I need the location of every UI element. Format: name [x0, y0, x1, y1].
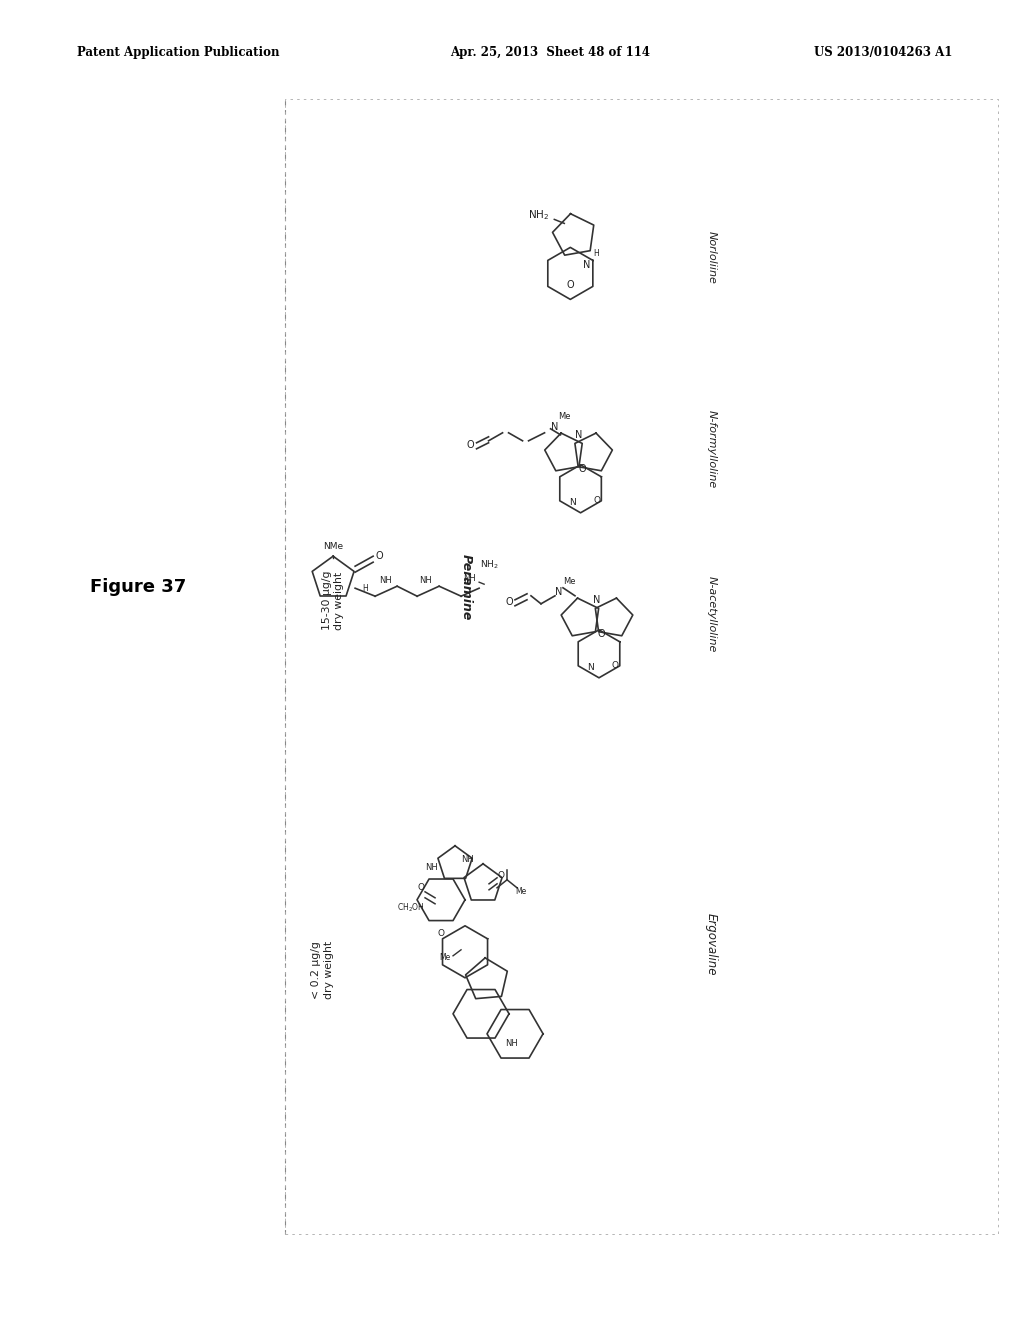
Text: O: O	[566, 280, 574, 290]
Text: Apr. 25, 2013  Sheet 48 of 114: Apr. 25, 2013 Sheet 48 of 114	[451, 46, 650, 59]
Text: N: N	[574, 430, 583, 440]
Text: N: N	[583, 260, 590, 271]
Text: N: N	[569, 498, 575, 507]
Text: NH: NH	[419, 576, 431, 585]
Text: O: O	[498, 871, 505, 880]
Text: NH: NH	[463, 574, 475, 582]
Text: N: N	[555, 587, 562, 597]
Text: < 0.2 μg/g
dry weight: < 0.2 μg/g dry weight	[311, 941, 334, 999]
Text: Me: Me	[439, 953, 451, 962]
Text: O: O	[579, 463, 587, 474]
Text: N-formylloline: N-formylloline	[707, 409, 717, 488]
Text: Me: Me	[563, 577, 575, 586]
Text: O: O	[418, 883, 425, 892]
Text: N-acetylloline: N-acetylloline	[707, 576, 717, 652]
Text: O: O	[611, 661, 618, 671]
Text: O: O	[467, 440, 474, 450]
Text: O: O	[437, 929, 444, 939]
Text: H: H	[362, 583, 368, 593]
Text: 15-30 μg/g
dry weight: 15-30 μg/g dry weight	[322, 570, 344, 631]
Text: NH: NH	[379, 576, 391, 585]
Text: NH: NH	[461, 855, 473, 865]
Text: Ergovaline: Ergovaline	[706, 912, 718, 975]
Text: O: O	[505, 597, 513, 607]
Text: O: O	[376, 552, 383, 561]
Text: Norloliine: Norloliine	[707, 231, 717, 284]
Text: CH$_2$OH: CH$_2$OH	[397, 902, 425, 913]
Text: Figure 37: Figure 37	[90, 578, 186, 597]
Text: NMe: NMe	[323, 541, 343, 550]
Text: Peramine: Peramine	[460, 554, 472, 620]
Text: NH: NH	[425, 863, 437, 873]
Text: O: O	[597, 628, 605, 639]
Text: US 2013/0104263 A1: US 2013/0104263 A1	[814, 46, 952, 59]
Text: N: N	[593, 595, 601, 605]
Text: NH: NH	[505, 1039, 517, 1048]
Text: NH$_2$: NH$_2$	[480, 558, 499, 572]
Text: Me: Me	[515, 887, 526, 896]
Text: H: H	[594, 249, 599, 257]
Text: O: O	[593, 496, 600, 506]
Text: N: N	[551, 422, 558, 432]
Text: Me: Me	[558, 412, 570, 421]
Text: Patent Application Publication: Patent Application Publication	[77, 46, 280, 59]
Text: N: N	[588, 663, 594, 672]
Text: NH$_2$: NH$_2$	[527, 209, 549, 222]
